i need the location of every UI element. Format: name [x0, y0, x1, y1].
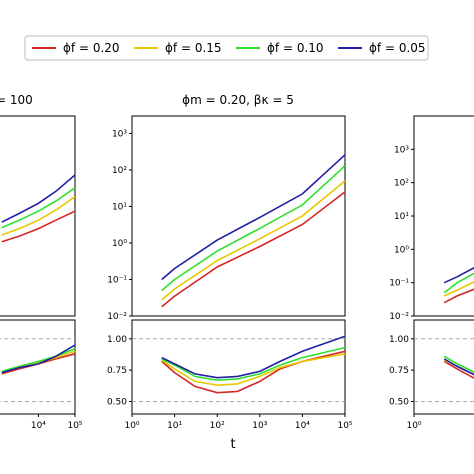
center-panel-title: ϕm = 0.20, βκ = 5 — [182, 93, 294, 107]
left-bottom-xtick-label: 10⁵ — [67, 421, 82, 431]
reference-lines — [0, 338, 474, 402]
center-top-frame — [131, 115, 346, 317]
left-bottom-frame — [0, 319, 76, 415]
left-top-frame — [0, 115, 76, 317]
right-top-ytick-label: 10⁻² — [389, 312, 409, 322]
right-top-series-2 — [443, 280, 474, 297]
center-top-series-1 — [161, 191, 346, 308]
left-bottom-series-3 — [1, 348, 76, 373]
right-bottom-series-2 — [443, 359, 474, 376]
right-top-series-3 — [443, 272, 474, 294]
left-top-series-1 — [1, 210, 76, 243]
right-top-ytick-label: 10⁻¹ — [389, 279, 409, 289]
center-top-ytick-label: 10⁰ — [112, 239, 127, 249]
left-top-series-3 — [1, 187, 76, 229]
left-top-series-2 — [1, 196, 76, 236]
center-bottom-xtick-label: 10¹ — [167, 421, 182, 431]
right-bottom-frame — [413, 319, 474, 415]
right-top-series-4 — [443, 266, 474, 284]
tick-layer: 10⁻² 10⁻¹ 10⁰ 10¹ 10² 10³ 10⁻² 10⁻¹ 10⁰ 10¹ 10² 10³… — [31, 129, 422, 431]
center-bottom-ytick-label: 1.00 — [107, 335, 127, 345]
right-top-ytick-label: 10³ — [394, 145, 409, 155]
center-top-series-3 — [161, 165, 346, 292]
legend-item-2: ϕf = 0.15 — [134, 41, 222, 55]
right-bottom-ytick-label: 1.00 — [389, 335, 409, 345]
legend-item-1: ϕf = 0.20 — [32, 41, 120, 55]
legend-label-2: ϕf = 0.15 — [165, 41, 222, 55]
center-bottom-series-3 — [161, 346, 346, 382]
right-bottom-ytick-label: 0.75 — [389, 366, 409, 376]
right-bottom-xtick-label: 10⁰ — [406, 421, 421, 431]
center-top-series-4 — [161, 154, 346, 281]
x-axis-label: t — [230, 437, 235, 452]
right-top-ytick-label: 10¹ — [394, 212, 409, 222]
legend-item-3: ϕf = 0.10 — [236, 41, 324, 55]
center-top-ytick-label: 10⁻² — [107, 312, 127, 322]
right-top-ytick-label: 10² — [394, 179, 409, 189]
center-bottom-xtick-label: 10⁵ — [337, 421, 352, 431]
center-top-ytick-label: 10⁻¹ — [107, 275, 127, 285]
right-bottom-series-4 — [443, 358, 474, 376]
center-bottom-xtick-label: 10⁰ — [124, 421, 139, 431]
center-bottom-ytick-label: 0.50 — [107, 397, 127, 407]
left-bottom-xtick-label: 10⁴ — [31, 421, 46, 431]
left-top-series-4 — [1, 174, 76, 223]
center-bottom-series-2 — [161, 353, 346, 387]
right-bottom-series-3 — [443, 355, 474, 373]
series-layer — [1, 154, 474, 394]
center-bottom-xtick-label: 10² — [210, 421, 225, 431]
right-top-series-1 — [443, 288, 474, 304]
center-bottom-xtick-label: 10³ — [252, 421, 267, 431]
center-bottom-frame — [131, 319, 346, 415]
right-bottom-series-1 — [443, 360, 474, 380]
legend-label-3: ϕf = 0.10 — [267, 41, 324, 55]
right-bottom-ytick-label: 0.50 — [389, 397, 409, 407]
left-bottom-series-4 — [1, 344, 76, 374]
left-panel-title: = 100 — [0, 93, 33, 107]
legend-label-4: ϕf = 0.05 — [369, 41, 426, 55]
center-top-ytick-label: 10³ — [112, 129, 127, 139]
center-top-ytick-label: 10¹ — [112, 202, 127, 212]
right-top-ytick-label: 10⁰ — [394, 245, 409, 255]
center-top-ytick-label: 10² — [112, 166, 127, 176]
center-bottom-xtick-label: 10⁴ — [295, 421, 310, 431]
center-top-series-2 — [161, 180, 346, 301]
center-bottom-ytick-label: 0.75 — [107, 366, 127, 376]
legend: ϕf = 0.20 ϕf = 0.15 ϕf = 0.10 ϕf = 0.05 — [24, 35, 429, 61]
center-bottom-series-4 — [161, 335, 346, 379]
legend-item-4: ϕf = 0.05 — [338, 41, 426, 55]
legend-frame — [24, 35, 429, 61]
legend-label-1: ϕf = 0.20 — [63, 41, 120, 55]
